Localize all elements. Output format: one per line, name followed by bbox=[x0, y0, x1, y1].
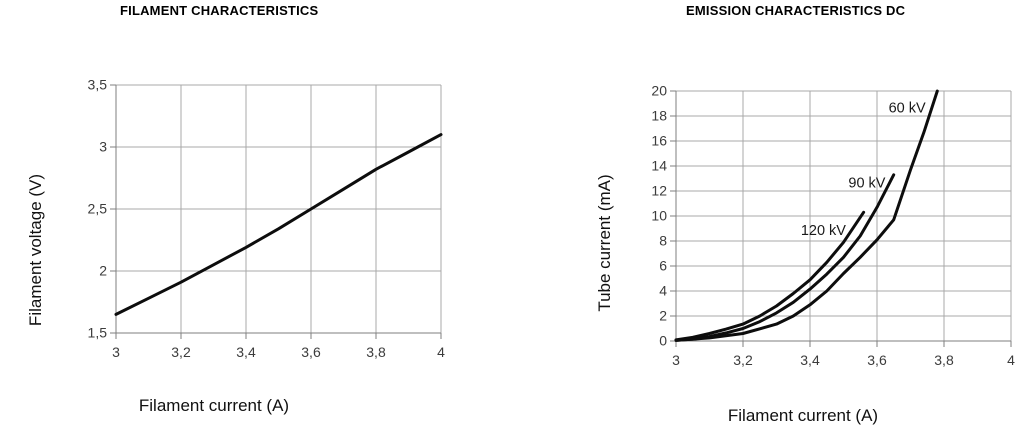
y-tick-label: 3,5 bbox=[88, 77, 108, 93]
x-tick-label: 4 bbox=[1007, 352, 1015, 368]
series-label-60-kv: 60 kV bbox=[889, 100, 926, 116]
y-tick-label: 18 bbox=[651, 108, 667, 124]
filament-plot-area: 3 3,2 3,4 3,6 3,8 4 1,5 2 2,5 3 3,5 bbox=[88, 77, 446, 361]
series-curve-90-kv bbox=[674, 173, 896, 342]
series-curve-filament-voltage bbox=[114, 133, 443, 316]
x-tick-label: 3,2 bbox=[171, 344, 191, 360]
x-tick-label: 3,8 bbox=[934, 352, 954, 368]
emission-chart-title: EMISSION CHARACTERISTICS DC bbox=[686, 3, 906, 18]
y-tick-label: 6 bbox=[659, 258, 667, 274]
y-tick-label: 16 bbox=[651, 133, 667, 149]
x-tick-label: 3,4 bbox=[236, 344, 256, 360]
y-tick-label: 8 bbox=[659, 233, 667, 249]
y-tick-label: 0 bbox=[659, 333, 667, 349]
y-tick-label: 10 bbox=[651, 208, 667, 224]
y-tick-label: 2,5 bbox=[88, 201, 108, 217]
y-tick-label: 4 bbox=[659, 283, 667, 299]
series-label-90-kv: 90 kV bbox=[848, 175, 885, 191]
series-curve-60-kv bbox=[674, 89, 939, 342]
y-tick-label: 14 bbox=[651, 158, 667, 174]
y-tick-label: 3 bbox=[99, 139, 107, 155]
x-tick-label: 3,8 bbox=[366, 344, 386, 360]
y-tick-label: 1,5 bbox=[88, 325, 108, 341]
series-label-120-kv: 120 kV bbox=[801, 223, 846, 239]
emission-x-axis-label: Filament current (A) bbox=[727, 406, 879, 425]
x-tick-label: 3 bbox=[672, 352, 680, 368]
y-tick-label: 12 bbox=[651, 183, 667, 199]
x-tick-label: 4 bbox=[437, 344, 445, 360]
y-tick-label: 2 bbox=[99, 263, 107, 279]
x-tick-label: 3 bbox=[112, 344, 120, 360]
series-curve-120-kv bbox=[674, 210, 866, 342]
filament-x-axis-label: Filament current (A) bbox=[138, 396, 290, 415]
y-tick-label: 20 bbox=[651, 83, 667, 99]
x-tick-label: 3,6 bbox=[867, 352, 887, 368]
y-tick-label: 2 bbox=[659, 308, 667, 324]
emission-plot-area: 3 3,2 3,4 3,6 3,8 4 0 2 4 6 8 10 12 14 16 18 20 120 kV 90 … bbox=[651, 83, 1015, 369]
x-tick-label: 3,2 bbox=[733, 352, 753, 368]
x-tick-label: 3,6 bbox=[301, 344, 321, 360]
filament-chart-title: FILAMENT CHARACTERISTICS bbox=[120, 3, 319, 18]
filament-y-axis-label: Filament voltage (V) bbox=[26, 173, 45, 327]
x-tick-label: 3,4 bbox=[800, 352, 820, 368]
emission-y-axis-label: Tube current (mA) bbox=[595, 174, 614, 312]
